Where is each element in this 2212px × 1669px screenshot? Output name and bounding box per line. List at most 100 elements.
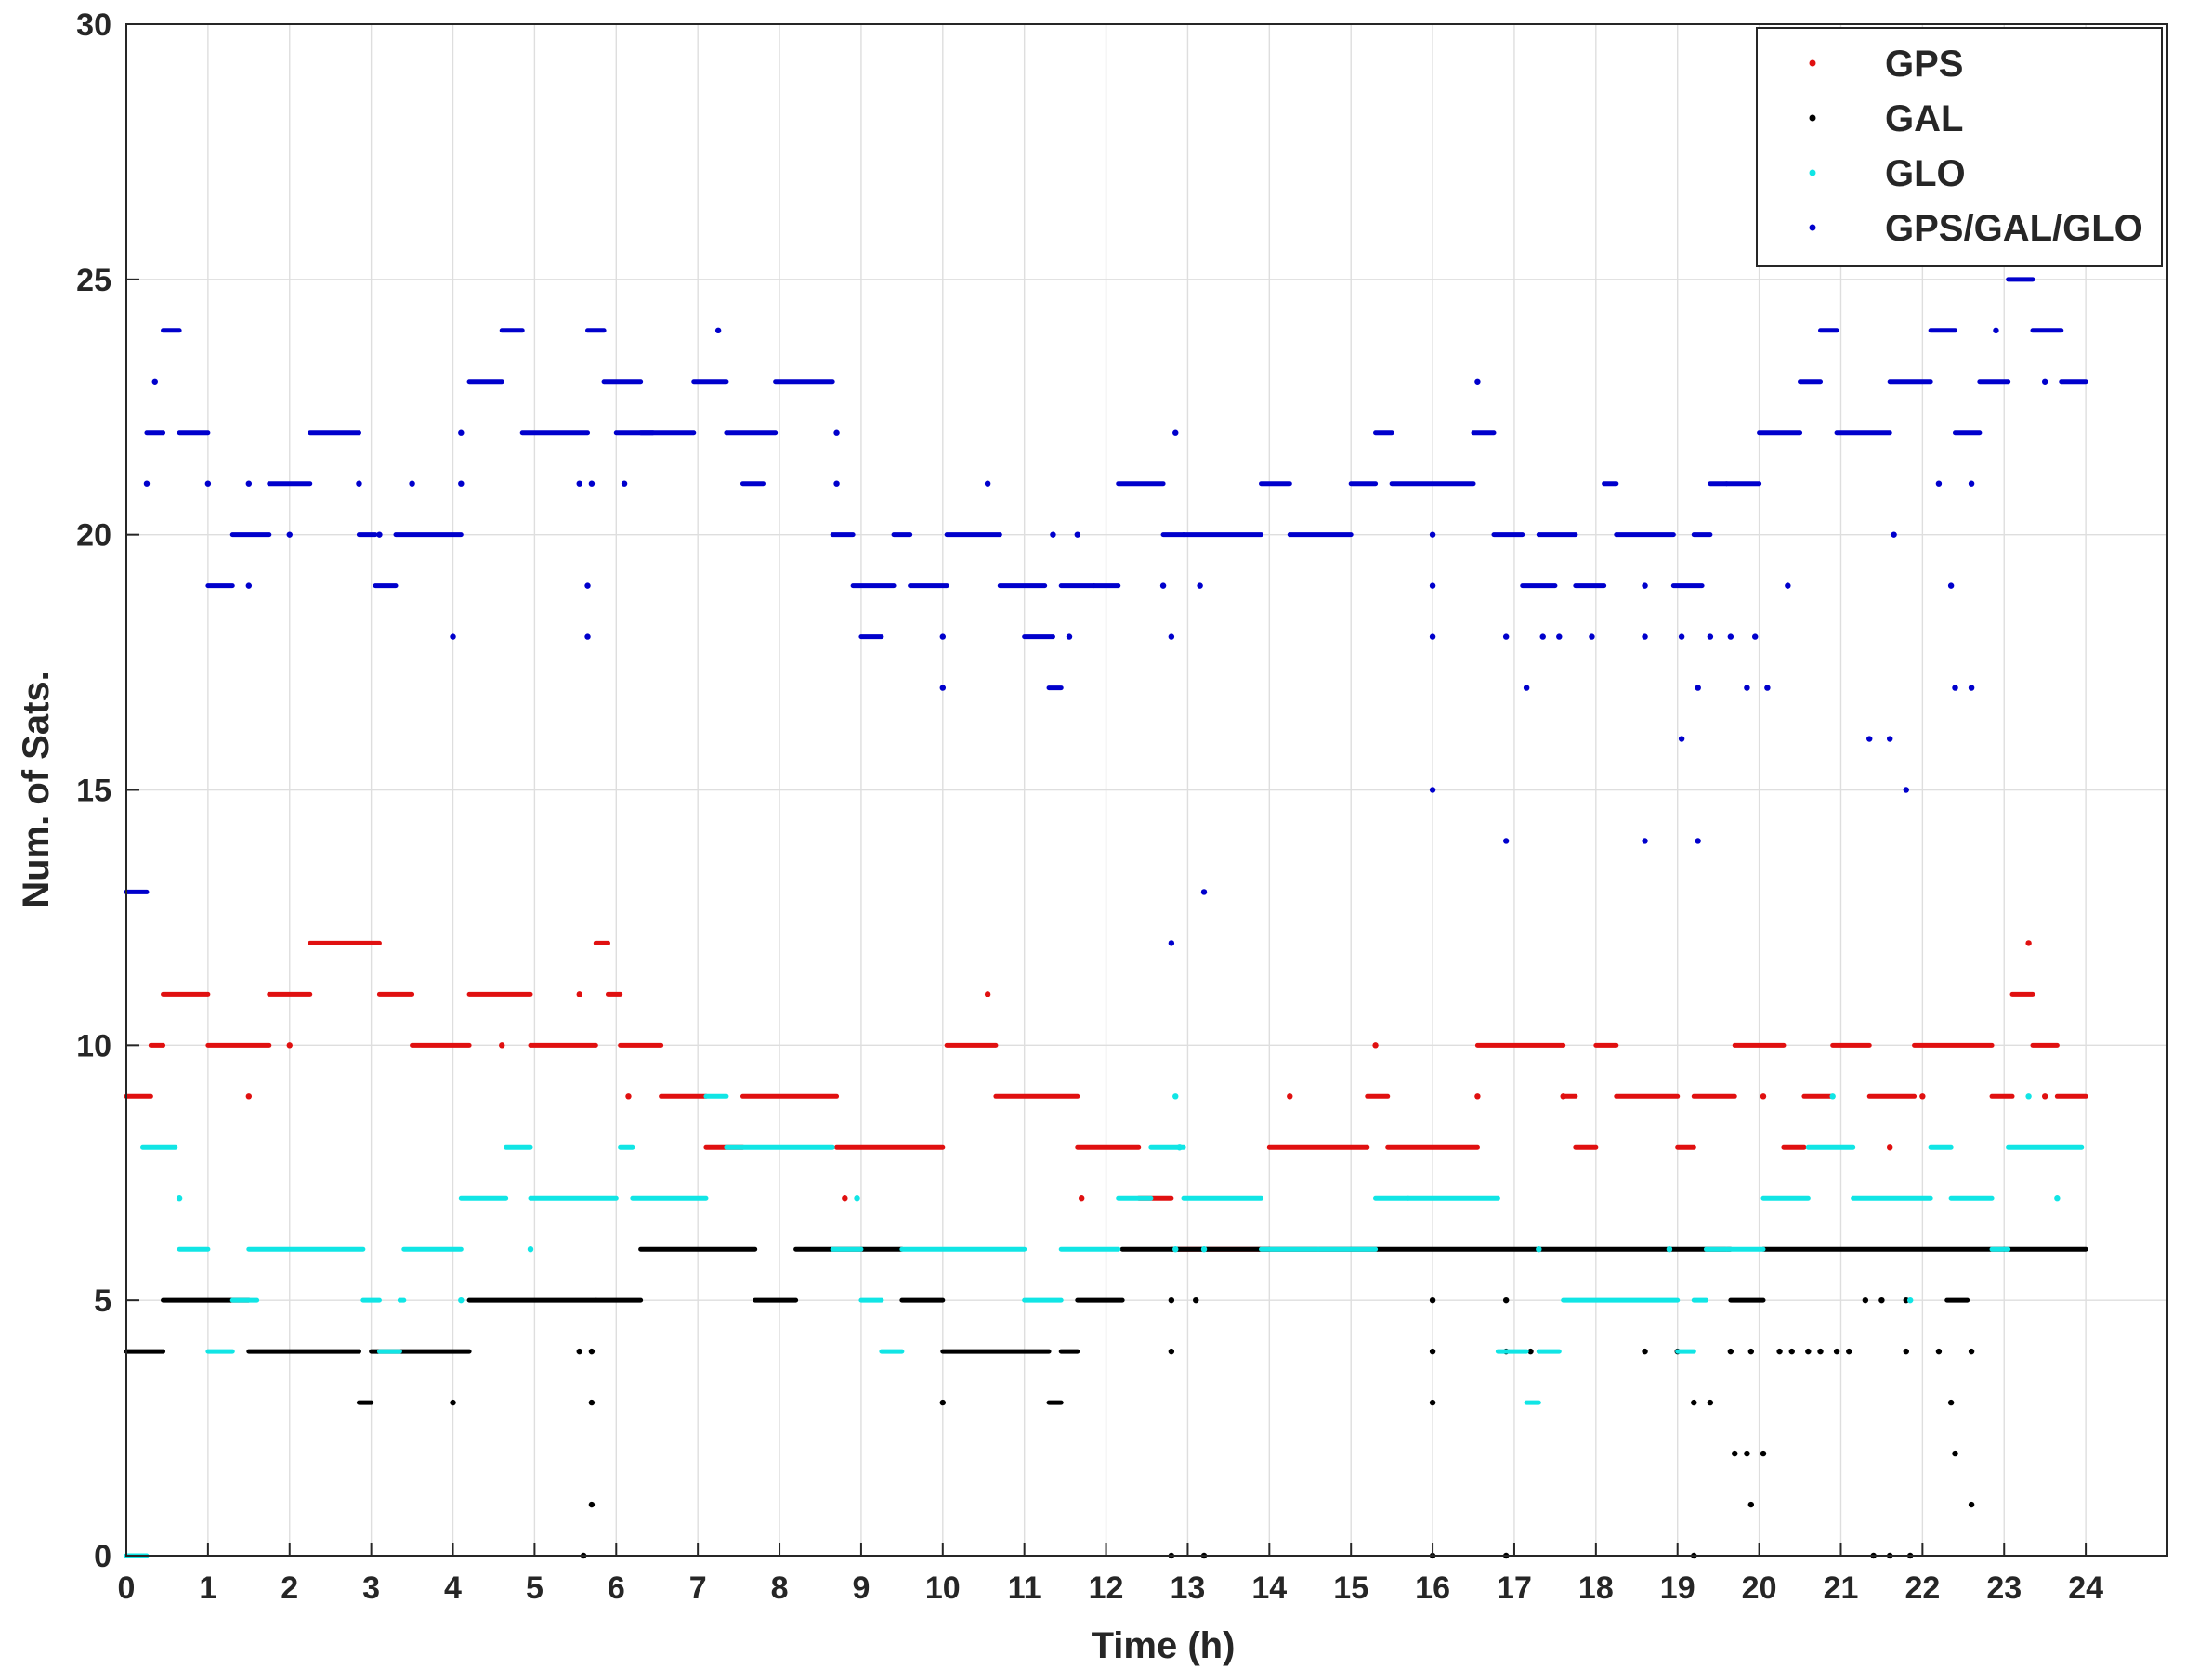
data-point	[1678, 633, 1685, 640]
data-point	[2054, 1195, 2061, 1202]
data-point	[1947, 582, 1955, 589]
x-tick-label: 9	[852, 1571, 870, 1606]
x-tick-label: 15	[1333, 1571, 1368, 1606]
data-point	[939, 633, 946, 640]
data-point	[1666, 1246, 1673, 1253]
series-gps-gal-glo	[124, 277, 2088, 946]
data-point	[939, 1399, 946, 1406]
data-point	[1968, 480, 1975, 487]
y-tick-label: 5	[94, 1284, 111, 1319]
data-point	[939, 685, 946, 691]
data-point	[1429, 582, 1436, 589]
x-tick-label: 18	[1578, 1571, 1614, 1606]
data-point	[1474, 378, 1481, 385]
data-point	[1776, 1348, 1783, 1355]
data-point	[1878, 1297, 1885, 1304]
data-point	[1695, 838, 1701, 844]
data-point	[1707, 1399, 1714, 1406]
x-tick-label: 19	[1660, 1571, 1695, 1606]
data-point	[1168, 1297, 1175, 1304]
data-point	[245, 582, 253, 589]
data-point	[588, 1348, 596, 1355]
data-point	[1429, 1297, 1436, 1304]
data-point	[1952, 1450, 1958, 1457]
data-point	[458, 480, 465, 487]
data-point	[204, 480, 212, 487]
x-tick-label: 12	[1089, 1571, 1124, 1606]
legend-marker	[1809, 59, 1816, 67]
data-point	[458, 1297, 465, 1304]
data-point	[1642, 582, 1648, 589]
axis-ticks: 0 1 2 3 4 5 6 7 8 9 10 11 12 13 14 15 16 17 18 19 20 21 22 23 24…	[76, 7, 2103, 1606]
legend-marker	[1809, 169, 1816, 176]
data-point	[1805, 1348, 1812, 1355]
data-point	[1891, 531, 1897, 538]
data-point	[1066, 633, 1073, 640]
data-point	[1050, 531, 1056, 538]
data-point	[1760, 1450, 1767, 1457]
data-point	[1935, 480, 1943, 487]
x-tick-label: 7	[689, 1571, 707, 1606]
data-point	[1429, 531, 1436, 538]
data-point	[1168, 633, 1175, 640]
data-point	[1200, 1246, 1208, 1253]
data-point	[1172, 1093, 1179, 1100]
y-tick-label: 0	[94, 1539, 111, 1574]
data-point	[1968, 1501, 1975, 1508]
data-point	[1172, 1246, 1179, 1253]
x-tick-label: 3	[362, 1571, 380, 1606]
x-tick-label: 1	[199, 1571, 216, 1606]
data-point	[1159, 582, 1167, 589]
data-point	[1732, 1450, 1738, 1457]
data-point	[1176, 1144, 1183, 1151]
legend-label: GAL	[1885, 98, 1963, 139]
data-point	[576, 480, 582, 487]
data-point	[1642, 838, 1648, 844]
data-point	[143, 480, 151, 487]
y-tick-label: 10	[76, 1028, 111, 1063]
data-point	[576, 991, 582, 997]
data-point	[1903, 1297, 1909, 1304]
data-point	[1968, 685, 1975, 691]
x-tick-label: 22	[1904, 1571, 1940, 1606]
data-point	[1168, 940, 1175, 946]
series-gal	[124, 1246, 2088, 1559]
data-point	[1200, 889, 1208, 895]
data-point	[2025, 1093, 2032, 1100]
legend-box	[1756, 27, 2163, 267]
data-point	[588, 1501, 596, 1508]
data-point	[1952, 685, 1958, 691]
data-point	[176, 1195, 183, 1202]
data-point	[1168, 1348, 1175, 1355]
data-point	[2041, 1093, 2048, 1100]
data-point	[1866, 736, 1873, 742]
data-point	[1678, 736, 1685, 742]
data-point	[1695, 685, 1701, 691]
data-point	[1788, 1348, 1795, 1355]
data-point	[151, 378, 158, 385]
data-point	[1760, 1093, 1767, 1100]
data-point	[588, 480, 596, 487]
series-glo	[124, 1093, 2085, 1558]
data-point	[1372, 1042, 1379, 1049]
data-point	[984, 480, 991, 487]
data-point	[286, 531, 293, 538]
data-point	[376, 531, 383, 538]
data-point	[1429, 787, 1436, 793]
data-point	[1906, 1297, 1914, 1304]
data-point	[1707, 633, 1714, 640]
x-tick-label: 10	[925, 1571, 961, 1606]
data-point	[584, 633, 591, 640]
data-point	[1764, 685, 1771, 691]
x-tick-label: 16	[1415, 1571, 1450, 1606]
data-point	[1727, 1348, 1734, 1355]
data-point	[1744, 1450, 1750, 1457]
y-tick-label: 20	[76, 518, 111, 554]
data-point	[1691, 1399, 1697, 1406]
data-point	[527, 1246, 534, 1253]
y-tick-label: 30	[76, 7, 111, 43]
data-point	[833, 480, 840, 487]
data-point	[621, 480, 628, 487]
data-point	[1817, 1348, 1824, 1355]
